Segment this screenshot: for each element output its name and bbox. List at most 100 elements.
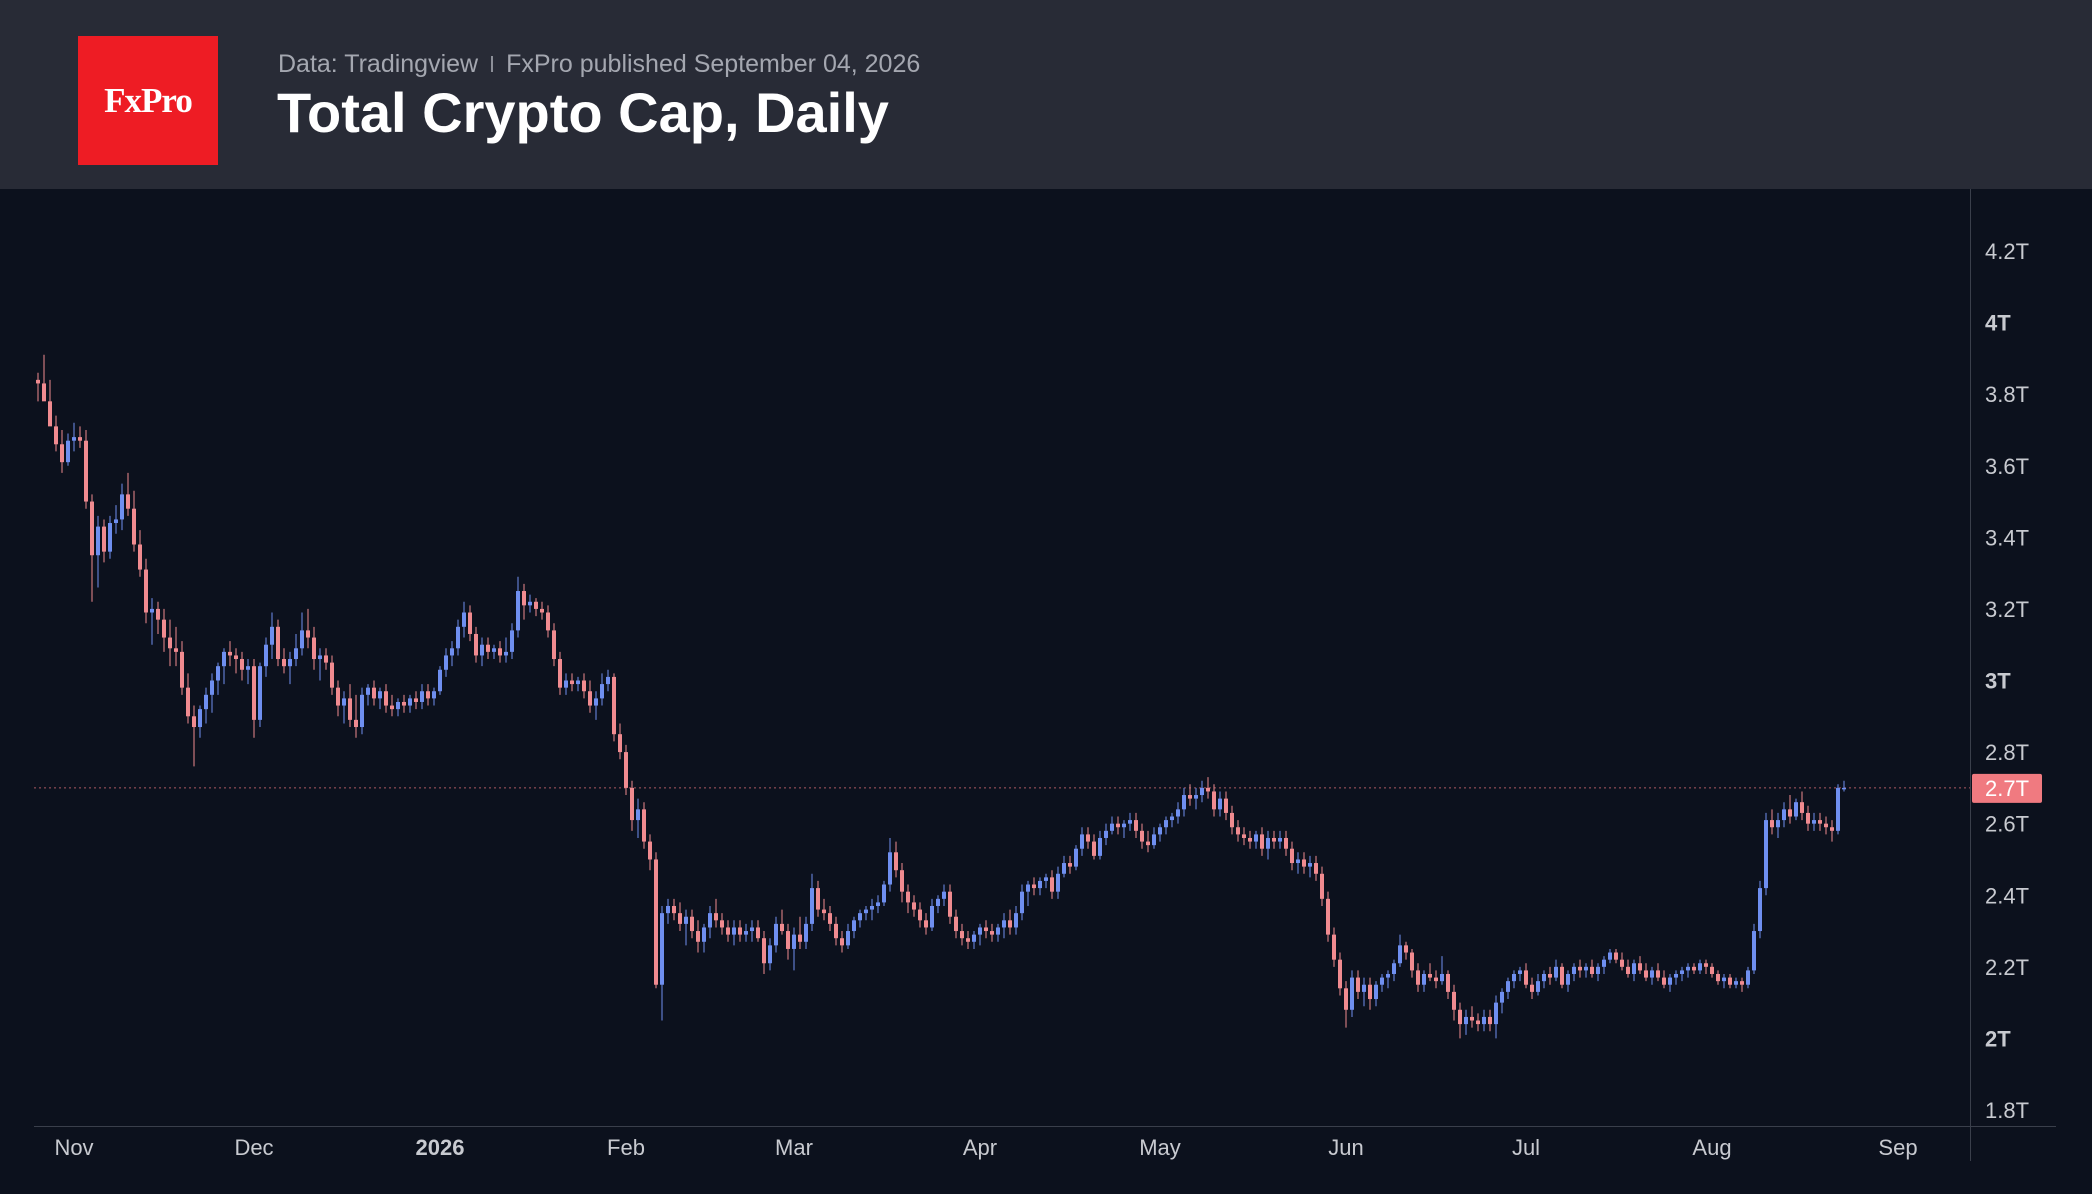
candle-body	[546, 612, 550, 631]
candle-body	[1410, 952, 1414, 971]
candle-body	[1242, 834, 1246, 838]
candle-body	[1170, 816, 1174, 821]
candle-body	[120, 494, 124, 520]
candle-body	[648, 841, 652, 860]
candle-body	[276, 626, 280, 660]
candle-body	[348, 698, 352, 720]
candle-body	[810, 888, 814, 924]
candle-body	[732, 927, 736, 935]
candle-body	[588, 691, 592, 706]
candle-body	[780, 923, 784, 932]
candle-body	[1332, 934, 1336, 960]
candle-body	[48, 401, 52, 427]
candle-body	[426, 691, 430, 699]
candle-body	[1602, 959, 1606, 967]
candle-body	[1824, 823, 1828, 828]
candle-body	[318, 655, 322, 660]
candle-body	[1734, 981, 1738, 985]
candle-body	[324, 655, 328, 663]
candle-body	[1056, 873, 1060, 892]
candle-body	[930, 905, 934, 928]
candle-body	[1434, 977, 1438, 982]
candle-body	[606, 676, 610, 685]
y-tick-label: 2.4T	[1985, 883, 2029, 908]
candle-body	[1068, 863, 1072, 867]
candle-body	[798, 934, 802, 942]
candle-body	[720, 920, 724, 928]
candle-body	[1284, 837, 1288, 849]
candle-body	[858, 913, 862, 921]
candle-body	[516, 591, 520, 631]
candle-body	[522, 591, 526, 606]
x-tick-label: Mar	[775, 1135, 813, 1160]
candle-body	[84, 440, 88, 502]
candle-body	[846, 931, 850, 946]
candle-body	[1308, 863, 1312, 867]
last-price-label: 2.7T	[1985, 776, 2029, 801]
candle-body	[294, 648, 298, 660]
candle-body	[564, 680, 568, 688]
candle-body	[1092, 841, 1096, 856]
candle-body	[1758, 888, 1762, 932]
candle-body	[1158, 827, 1162, 835]
candle-body	[402, 701, 406, 706]
candle-body	[1512, 973, 1516, 982]
candle-body	[822, 909, 826, 914]
candle-body	[1212, 791, 1216, 810]
candle-body	[594, 698, 598, 706]
candle-body	[1062, 863, 1066, 874]
y-tick-label: 4.2T	[1985, 239, 2029, 264]
candle-body	[882, 884, 886, 903]
candle-body	[444, 655, 448, 670]
candle-body	[258, 666, 262, 720]
candle-body	[378, 691, 382, 699]
y-tick-label: 3.8T	[1985, 382, 2029, 407]
candle-body	[474, 633, 478, 656]
candle-body	[1008, 920, 1012, 928]
candle-body	[60, 444, 64, 463]
candle-body	[1140, 830, 1144, 842]
candle-body	[1080, 834, 1084, 849]
y-tick-label: 3.4T	[1985, 525, 2029, 550]
candle-body	[1248, 837, 1252, 842]
candle-body	[948, 891, 952, 917]
candle-body	[1626, 966, 1630, 974]
candle-body	[918, 909, 922, 921]
candle-body	[786, 931, 790, 949]
candle-body	[78, 437, 82, 441]
candle-body	[1374, 984, 1378, 1000]
candle-body	[1620, 959, 1624, 967]
y-tick-label: 2.2T	[1985, 955, 2029, 980]
candlestick-chart[interactable]: 1.8T 2T 2.2T 2.4T 2.6T 2.8T 3T 3.2T 3.4T 3.6T 3.8T…	[0, 189, 2092, 1194]
candle-body	[360, 694, 364, 728]
candle-body	[1842, 787, 1846, 790]
chart-header: FxPro Data: Tradingview FxPro published …	[0, 0, 2092, 189]
candle-body	[462, 612, 466, 627]
candle-body	[1596, 966, 1600, 974]
candle-body	[264, 644, 268, 667]
meta-separator	[491, 56, 494, 72]
candle-body	[828, 913, 832, 924]
candle-body	[972, 934, 976, 942]
candle-body	[876, 902, 880, 906]
candle-body	[690, 916, 694, 932]
candle-body	[1560, 966, 1564, 985]
candle-body	[330, 662, 334, 688]
candle-body	[1662, 977, 1666, 985]
candle-body	[1278, 837, 1282, 842]
candle-body	[1704, 963, 1708, 967]
candle-body	[1428, 973, 1432, 978]
candle-body	[456, 626, 460, 649]
candle-body	[1644, 970, 1648, 978]
x-tick-label: 2026	[416, 1135, 465, 1160]
candle-body	[792, 934, 796, 949]
candle-body	[618, 734, 622, 753]
candle-body	[108, 523, 112, 552]
candle-body	[1776, 820, 1780, 828]
candle-body	[42, 383, 46, 402]
plot-background	[0, 189, 2092, 1194]
candle-body	[624, 752, 628, 788]
candle-body	[1164, 820, 1168, 828]
candle-body	[72, 437, 76, 441]
candle-body	[900, 870, 904, 892]
